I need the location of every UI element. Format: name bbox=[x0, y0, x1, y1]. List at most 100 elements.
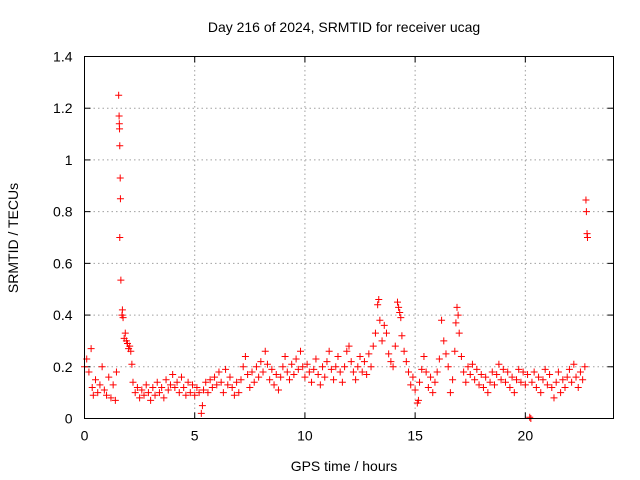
y-tick-label: 1.4 bbox=[53, 49, 73, 65]
data-point bbox=[400, 347, 408, 355]
data-point bbox=[239, 363, 247, 371]
data-point bbox=[128, 360, 136, 368]
data-point bbox=[405, 368, 413, 376]
data-point bbox=[380, 321, 388, 329]
data-point bbox=[411, 386, 419, 394]
data-point bbox=[299, 363, 307, 371]
data-point bbox=[252, 363, 260, 371]
data-point bbox=[460, 368, 468, 376]
data-point bbox=[219, 389, 227, 397]
data-point bbox=[517, 378, 525, 386]
data-point bbox=[244, 371, 252, 379]
data-point bbox=[349, 368, 357, 376]
data-point bbox=[116, 234, 124, 241]
data-point bbox=[226, 373, 234, 381]
data-point bbox=[290, 371, 298, 379]
y-axis-title: SRMTID / TECUs bbox=[5, 183, 21, 293]
data-point bbox=[305, 368, 313, 376]
data-point bbox=[87, 345, 95, 353]
data-point bbox=[452, 319, 460, 327]
data-point bbox=[140, 391, 148, 399]
data-point bbox=[449, 376, 457, 384]
data-point bbox=[376, 316, 384, 324]
data-point bbox=[85, 368, 93, 376]
data-point bbox=[336, 368, 344, 376]
data-point bbox=[94, 389, 102, 397]
data-point bbox=[155, 389, 163, 397]
data-point bbox=[233, 378, 241, 386]
data-point bbox=[153, 378, 161, 386]
data-point bbox=[112, 368, 120, 376]
data-point bbox=[308, 378, 316, 386]
data-point bbox=[568, 378, 576, 386]
data-point bbox=[576, 368, 584, 376]
data-point bbox=[136, 394, 144, 402]
data-point bbox=[488, 368, 496, 376]
data-point bbox=[180, 383, 188, 391]
data-point bbox=[572, 373, 580, 381]
data-point bbox=[191, 391, 199, 399]
data-point bbox=[182, 391, 190, 399]
data-point bbox=[193, 383, 201, 391]
data-point bbox=[109, 381, 117, 389]
data-point bbox=[416, 378, 424, 386]
data-point bbox=[457, 352, 465, 360]
plot-frame bbox=[84, 56, 614, 419]
data-point bbox=[440, 337, 448, 345]
data-point bbox=[479, 383, 487, 391]
data-point bbox=[543, 381, 551, 389]
data-point bbox=[561, 383, 569, 391]
y-tick-label: 0.8 bbox=[53, 204, 73, 220]
data-point bbox=[175, 389, 183, 397]
data-point bbox=[162, 376, 170, 384]
data-point bbox=[554, 368, 562, 376]
y-tick-label: 0.4 bbox=[53, 307, 73, 323]
data-point bbox=[96, 381, 104, 389]
data-point bbox=[198, 402, 206, 410]
data-point bbox=[126, 342, 134, 350]
data-point bbox=[316, 381, 324, 389]
data-point bbox=[354, 363, 362, 371]
data-point bbox=[582, 196, 590, 204]
data-point bbox=[499, 365, 507, 373]
data-point bbox=[88, 383, 96, 391]
data-point bbox=[506, 383, 514, 391]
data-point bbox=[111, 396, 119, 404]
data-point bbox=[559, 376, 567, 384]
data-point bbox=[468, 360, 476, 368]
data-point bbox=[257, 358, 265, 366]
data-point bbox=[129, 378, 137, 386]
data-point bbox=[519, 368, 527, 376]
data-point bbox=[343, 347, 351, 355]
y-tick-label: 1 bbox=[65, 152, 73, 168]
x-tick-label: 15 bbox=[407, 428, 423, 444]
data-point bbox=[255, 373, 263, 381]
data-point bbox=[202, 378, 210, 386]
data-point bbox=[263, 360, 271, 368]
data-point bbox=[482, 373, 490, 381]
data-point bbox=[375, 296, 383, 304]
data-point bbox=[420, 352, 428, 360]
data-point bbox=[323, 358, 331, 366]
x-tick-label: 10 bbox=[297, 428, 313, 444]
data-point bbox=[431, 378, 439, 386]
data-point bbox=[395, 303, 403, 311]
data-point bbox=[158, 383, 166, 391]
data-point bbox=[438, 316, 446, 324]
data-point bbox=[563, 373, 571, 381]
data-point bbox=[537, 389, 545, 397]
data-point bbox=[171, 383, 179, 391]
data-point bbox=[297, 347, 305, 355]
data-point bbox=[451, 347, 459, 355]
x-tick-label: 0 bbox=[81, 428, 89, 444]
data-point bbox=[266, 376, 274, 384]
data-point bbox=[235, 389, 243, 397]
x-tick-label: 20 bbox=[518, 428, 534, 444]
data-point bbox=[117, 276, 125, 284]
data-point bbox=[389, 363, 397, 371]
x-tick-label: 5 bbox=[191, 428, 199, 444]
data-point bbox=[116, 125, 124, 133]
data-point bbox=[259, 368, 267, 376]
data-point bbox=[524, 371, 532, 379]
data-point bbox=[115, 112, 123, 120]
